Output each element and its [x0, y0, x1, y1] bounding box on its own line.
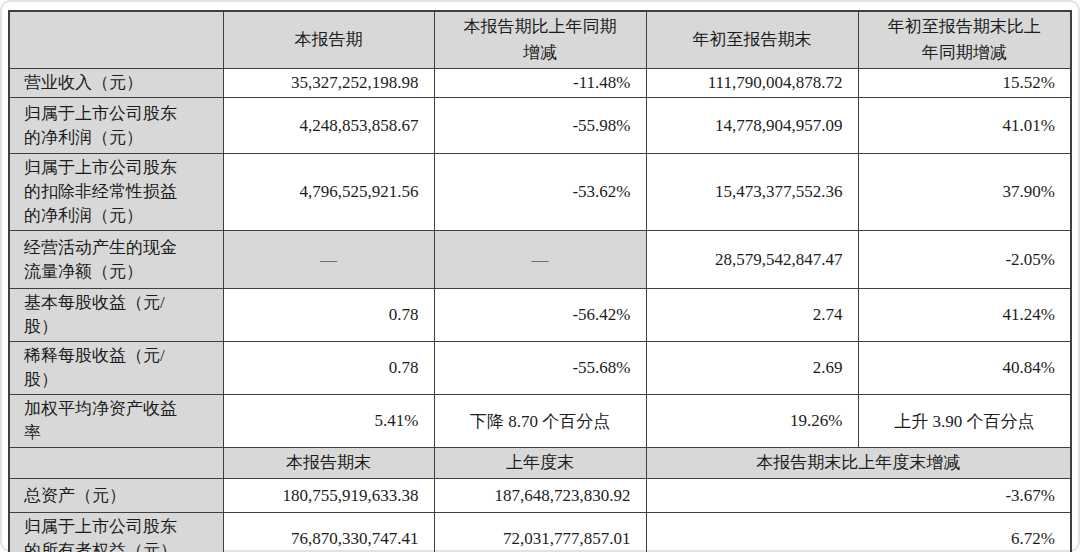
header-period-end-change: 本报告期末比上年度末增减: [646, 448, 1071, 479]
value-period: 4,248,853,858.67: [223, 98, 434, 154]
value-period: 4,796,525,921.56: [223, 154, 434, 231]
value-period-end: 180,755,919,633.38: [223, 479, 434, 513]
value-ytd-yoy: 37.90%: [858, 154, 1071, 231]
value-period-dash: —: [223, 231, 434, 289]
value-period: 35,327,252,198.98: [223, 69, 434, 98]
value-period-yoy-dash: —: [434, 231, 646, 289]
table-row-weighted-avg-roe: 加权平均净资产收益率 5.41% 下降 8.70 个百分点 19.26% 上升 …: [9, 395, 1071, 448]
value-period-yoy: -11.48%: [434, 69, 646, 98]
value-period-yoy: -55.68%: [434, 342, 646, 395]
metric-label: 总资产（元）: [9, 479, 223, 513]
value-ytd: 2.69: [646, 342, 858, 395]
value-period-yoy: -53.62%: [434, 154, 646, 231]
value-period: 5.41%: [223, 395, 434, 448]
table-row-revenue: 营业收入（元） 35,327,252,198.98 -11.48% 111,79…: [9, 69, 1071, 98]
table-row-diluted-eps: 稀释每股收益（元/股） 0.78 -55.68% 2.69 40.84%: [9, 342, 1071, 395]
value-ytd: 111,790,004,878.72: [646, 69, 858, 98]
metric-label: 稀释每股收益（元/股）: [9, 342, 223, 395]
header-row-period: 本报告期 本报告期比上年同期增减 年初至报告期末 年初至报告期末比上年同期增减: [9, 11, 1071, 69]
value-period: 0.78: [223, 342, 434, 395]
metric-label: 归属于上市公司股东的所有者权益（元）: [9, 513, 223, 552]
value-period: 0.78: [223, 289, 434, 342]
metric-label: 经营活动产生的现金流量净额（元）: [9, 231, 223, 289]
header-row-period-end: 本报告期末 上年度末 本报告期末比上年度末增减: [9, 448, 1071, 479]
table-row-basic-eps: 基本每股收益（元/股） 0.78 -56.42% 2.74 41.24%: [9, 289, 1071, 342]
header-current-period: 本报告期: [223, 11, 434, 69]
value-ytd: 15,473,377,552.36: [646, 154, 858, 231]
header-prev-year-end: 上年度末: [434, 448, 646, 479]
value-ytd-yoy: -2.05%: [858, 231, 1071, 289]
header-period-end: 本报告期末: [223, 448, 434, 479]
table-row-equity-attributable: 归属于上市公司股东的所有者权益（元） 76,870,330,747.41 72,…: [9, 513, 1071, 552]
value-ytd-yoy: 15.52%: [858, 69, 1071, 98]
table-row-net-profit: 归属于上市公司股东的净利润（元） 4,248,853,858.67 -55.98…: [9, 98, 1071, 154]
table-row-total-assets: 总资产（元） 180,755,919,633.38 187,648,723,83…: [9, 479, 1071, 513]
value-ytd: 14,778,904,957.09: [646, 98, 858, 154]
table-row-operating-cash-flow: 经营活动产生的现金流量净额（元） — — 28,579,542,847.47 -…: [9, 231, 1071, 289]
header-blank-cell: [9, 11, 223, 69]
header-blank-cell: [9, 448, 223, 479]
value-change: 6.72%: [646, 513, 1071, 552]
header-period-yoy-change: 本报告期比上年同期增减: [434, 11, 646, 69]
value-ytd: 19.26%: [646, 395, 858, 448]
value-ytd-yoy: 上升 3.90 个百分点: [858, 395, 1071, 448]
value-ytd-yoy: 41.01%: [858, 98, 1071, 154]
metric-label: 归属于上市公司股东的扣除非经常性损益的净利润（元）: [9, 154, 223, 231]
value-period-yoy: 下降 8.70 个百分点: [434, 395, 646, 448]
metric-label: 加权平均净资产收益率: [9, 395, 223, 448]
value-ytd-yoy: 40.84%: [858, 342, 1071, 395]
value-ytd: 28,579,542,847.47: [646, 231, 858, 289]
value-prev-year-end: 187,648,723,830.92: [434, 479, 646, 513]
metric-label: 归属于上市公司股东的净利润（元）: [9, 98, 223, 154]
table-row-net-profit-excl-nonrecurring: 归属于上市公司股东的扣除非经常性损益的净利润（元） 4,796,525,921.…: [9, 154, 1071, 231]
value-ytd-yoy: 41.24%: [858, 289, 1071, 342]
metric-label: 营业收入（元）: [9, 69, 223, 98]
value-ytd: 2.74: [646, 289, 858, 342]
value-prev-year-end: 72,031,777,857.01: [434, 513, 646, 552]
value-period-yoy: -55.98%: [434, 98, 646, 154]
value-period-end: 76,870,330,747.41: [223, 513, 434, 552]
header-ytd: 年初至报告期末: [646, 11, 858, 69]
metric-label: 基本每股收益（元/股）: [9, 289, 223, 342]
value-period-yoy: -56.42%: [434, 289, 646, 342]
financial-summary-table: 本报告期 本报告期比上年同期增减 年初至报告期末 年初至报告期末比上年同期增减 …: [8, 10, 1072, 552]
header-ytd-yoy-change: 年初至报告期末比上年同期增减: [858, 11, 1071, 69]
value-change: -3.67%: [646, 479, 1071, 513]
